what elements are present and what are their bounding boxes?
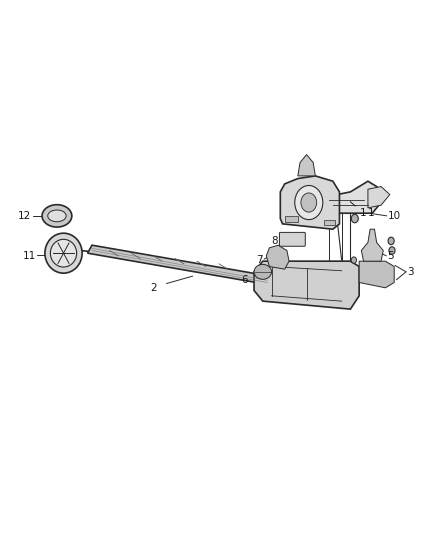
Circle shape xyxy=(295,185,323,220)
Text: 11: 11 xyxy=(23,251,36,261)
Ellipse shape xyxy=(45,233,82,273)
Bar xyxy=(285,216,298,222)
Ellipse shape xyxy=(42,205,72,227)
Text: 5: 5 xyxy=(388,251,394,261)
Ellipse shape xyxy=(48,210,66,222)
Circle shape xyxy=(301,193,317,212)
Text: 1: 1 xyxy=(368,208,374,218)
Text: 1: 1 xyxy=(350,201,367,218)
Circle shape xyxy=(389,247,395,254)
Circle shape xyxy=(388,237,394,245)
Text: 7: 7 xyxy=(256,255,263,265)
Text: 10: 10 xyxy=(388,211,401,221)
Text: 6: 6 xyxy=(241,275,247,285)
Ellipse shape xyxy=(50,239,77,267)
Polygon shape xyxy=(315,181,385,213)
Circle shape xyxy=(351,257,357,263)
Text: 12: 12 xyxy=(18,211,32,221)
Polygon shape xyxy=(359,261,394,288)
Polygon shape xyxy=(368,187,390,208)
Polygon shape xyxy=(88,245,276,285)
Polygon shape xyxy=(361,229,383,261)
Ellipse shape xyxy=(254,264,272,279)
Circle shape xyxy=(351,214,358,223)
Text: 3: 3 xyxy=(407,267,414,277)
Text: 2: 2 xyxy=(150,283,157,293)
Bar xyxy=(324,220,335,225)
Text: 8: 8 xyxy=(272,236,278,246)
Polygon shape xyxy=(254,261,359,309)
Polygon shape xyxy=(298,155,315,176)
FancyBboxPatch shape xyxy=(279,232,305,246)
Polygon shape xyxy=(280,176,339,229)
Polygon shape xyxy=(266,245,289,269)
